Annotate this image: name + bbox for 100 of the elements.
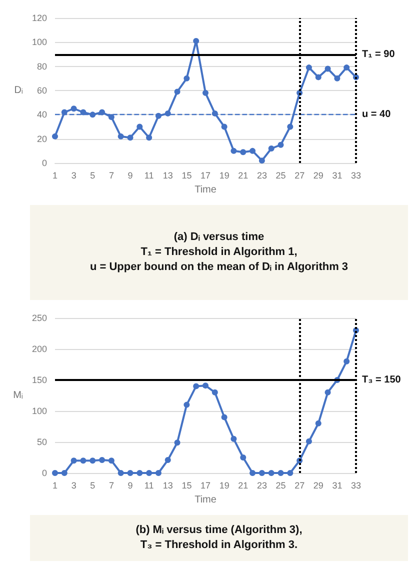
point	[174, 440, 180, 446]
y-tick-label: 250	[32, 313, 47, 323]
point	[221, 124, 228, 130]
text: T₁ = Threshold in Algorithm 1,	[140, 245, 298, 260]
point	[70, 106, 77, 112]
x-tick-label: 1	[52, 480, 58, 490]
y-tick-label: 120	[32, 13, 47, 23]
y-tick-label: 200	[32, 344, 47, 354]
x-axis-title: Time	[194, 494, 217, 506]
x-tick-label: 13	[162, 170, 173, 180]
point	[240, 149, 246, 156]
x-tick-label: 5	[90, 480, 96, 490]
point	[108, 114, 114, 120]
point	[230, 148, 237, 154]
point	[202, 382, 208, 389]
point	[61, 470, 68, 476]
y-tick-label: 40	[36, 110, 47, 120]
point	[268, 146, 274, 152]
x-tick-label: 33	[350, 480, 362, 490]
point	[250, 470, 256, 476]
point	[80, 458, 86, 464]
ref-line-label: u = 40	[362, 109, 392, 120]
x-tick-label: 33	[350, 170, 362, 180]
x-tick-label: 5	[90, 170, 96, 180]
x-tick-label: 23	[256, 170, 267, 180]
point	[278, 470, 284, 476]
point	[315, 420, 322, 426]
point	[287, 470, 294, 476]
point	[287, 124, 294, 130]
x-tick-label: 27	[294, 480, 305, 490]
x-tick-label: 31	[332, 480, 342, 490]
y-tick-label: 150	[32, 375, 47, 385]
point	[268, 470, 274, 476]
x-tick-label: 11	[144, 480, 154, 490]
text: (a) Dᵢ versus time	[172, 230, 266, 245]
point	[127, 470, 134, 476]
point	[240, 454, 246, 460]
y-tick-label: 100	[32, 406, 47, 416]
point	[193, 38, 200, 44]
text: (b) Mᵢ versus time (Algorithm 3),	[134, 523, 304, 538]
x-tick-label: 19	[219, 170, 230, 180]
point	[344, 64, 350, 71]
point	[174, 88, 180, 95]
point	[202, 90, 208, 96]
x-tick-label: 3	[71, 480, 76, 490]
y-tick-label: 0	[42, 158, 47, 168]
point	[306, 438, 312, 444]
point	[52, 133, 58, 140]
x-tick-label: 21	[238, 480, 248, 490]
y-tick-label: 80	[36, 61, 47, 72]
point	[212, 389, 218, 396]
x-tick-label: 7	[108, 480, 114, 490]
y-tick-label: 0	[42, 468, 47, 478]
point	[90, 458, 96, 464]
point	[146, 470, 152, 476]
point	[164, 456, 171, 463]
point	[70, 458, 77, 464]
x-tick-label: 25	[276, 170, 286, 180]
x-tick-label: 29	[313, 170, 324, 180]
y-tick-label: 100	[32, 37, 47, 48]
x-tick-label: 27	[294, 170, 305, 180]
point	[230, 436, 237, 442]
ref-line-label: T₁ = 90	[362, 48, 396, 60]
x-tick-label: 9	[128, 480, 133, 490]
y-tick-label: 20	[36, 134, 47, 144]
point	[127, 134, 134, 141]
x-tick-label: 19	[219, 480, 230, 490]
x-tick-label: 23	[256, 480, 267, 490]
point	[334, 75, 340, 82]
x-tick-label: 15	[182, 480, 192, 490]
x-tick-label: 25	[276, 480, 286, 490]
x-axis-title: Time	[194, 184, 217, 196]
text: T₃ = Threshold in Algorithm 3.	[139, 538, 299, 553]
x-tick-label: 11	[144, 170, 154, 180]
point	[118, 470, 124, 476]
x-tick-label: 1	[52, 170, 58, 180]
x-tick-label: 13	[162, 480, 173, 490]
point	[250, 148, 256, 154]
x-tick-label: 31	[332, 170, 342, 180]
point	[184, 402, 190, 408]
text: u = Upper bound on the mean of Dᵢ in Algorithm 3	[88, 260, 350, 275]
x-tick-label: 21	[238, 170, 248, 180]
point	[146, 134, 152, 141]
x-tick-label: 17	[200, 480, 211, 490]
x-tick-label: 29	[313, 480, 324, 490]
point	[52, 470, 58, 476]
point	[315, 74, 322, 80]
point	[118, 133, 124, 140]
x-tick-label: 15	[182, 170, 192, 180]
point	[193, 383, 200, 390]
point	[258, 470, 265, 476]
point	[80, 109, 86, 116]
y-axis-title: Dᵢ	[14, 85, 24, 96]
point	[221, 414, 228, 420]
y-tick-label: 60	[36, 86, 47, 96]
point	[306, 64, 312, 71]
point	[108, 458, 114, 464]
x-tick-label: 9	[128, 170, 133, 180]
x-tick-label: 7	[108, 170, 114, 180]
point	[324, 389, 331, 396]
